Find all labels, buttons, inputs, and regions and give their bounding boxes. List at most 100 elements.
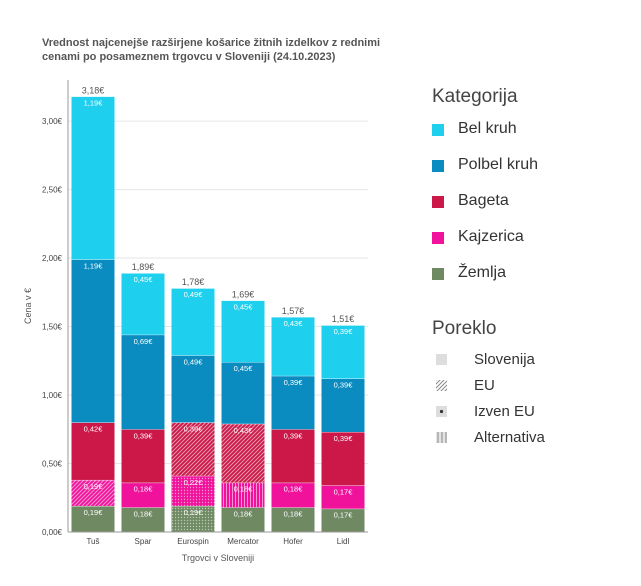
axes: 0,00€ 0,50€ 1,00€ 1,50€ 2,00€ 2,50€ 3,00€ Trgov…: [23, 80, 368, 563]
data-label: 0,39€: [334, 381, 354, 390]
data-label: 0,43€: [234, 426, 254, 435]
total-label: 3,18€: [82, 85, 105, 95]
data-label: 0,19€: [184, 508, 204, 517]
bar-segment: [271, 429, 315, 483]
data-label: 0,39€: [184, 424, 204, 433]
y-tick-label: 0,50€: [42, 460, 63, 469]
bar-segment: [121, 273, 165, 335]
data-label: 0,19€: [84, 482, 104, 491]
chart-title-line-2: cenami po posameznem trgovcu v Sloveniji…: [42, 51, 336, 63]
bar-segment: [121, 507, 165, 532]
bars: 0,19€ 0,19€ 0,42€ 1,19€ 1,19€ 3,18€ 0,18€ 0,18€…: [71, 85, 365, 532]
x-axis-title: Trgovci v Sloveniji: [182, 553, 254, 563]
x-tick-label: Eurospin: [177, 537, 209, 546]
data-label: 0,39€: [284, 378, 304, 387]
data-label: 0,18€: [284, 509, 304, 518]
chart-title: Vrednost najcenejše razširjene košarice …: [42, 36, 381, 64]
legend-pattern-swatch: [436, 406, 447, 417]
data-label: 0,17€: [334, 487, 354, 496]
legend-origin: Poreklo Slovenija EU Izven EU Alternativa: [432, 318, 545, 446]
bar-segment: [71, 505, 115, 532]
legend-label: Kajzerica: [458, 228, 524, 245]
legend-category-title: Kategorija: [432, 86, 518, 107]
bar-segment: [121, 429, 165, 483]
bar-segment: [221, 507, 265, 532]
y-tick-label: 2,00€: [42, 254, 63, 263]
legend-label: Slovenija: [474, 351, 535, 368]
data-label: 0,45€: [234, 303, 254, 312]
bar-segment: [321, 432, 365, 486]
bar-segment-pattern: [71, 479, 115, 506]
bar-segment: [171, 288, 215, 356]
data-label: 0,18€: [134, 509, 154, 518]
legend-pattern-swatch: [436, 432, 447, 443]
bar-segment-pattern: [171, 505, 215, 532]
bar-segment: [221, 362, 265, 424]
legend-swatch: [432, 196, 444, 208]
bar-segment: [271, 316, 315, 376]
data-label: 0,42€: [84, 424, 104, 433]
x-tick-label: Hofer: [283, 537, 303, 546]
grid: [68, 120, 368, 465]
legend-swatch: [432, 232, 444, 244]
bar-segment: [321, 325, 365, 379]
x-tick-label: Tuš: [86, 537, 99, 546]
legend-label: Izven EU: [474, 403, 535, 420]
bar-segment: [171, 355, 215, 423]
total-label: 1,89€: [132, 262, 155, 272]
y-tick-label: 2,50€: [42, 186, 63, 195]
legend-label: EU: [474, 377, 495, 394]
bar-segment-pattern: [171, 422, 215, 476]
bar-segment: [321, 508, 365, 532]
total-label: 1,51€: [332, 314, 355, 324]
data-label: 0,17€: [334, 511, 354, 520]
bar-segment: [321, 378, 365, 433]
bar-segment: [71, 96, 115, 260]
legend-label: Bel kruh: [458, 120, 517, 137]
data-label: 0,49€: [184, 357, 204, 366]
y-tick-label: 0,00€: [42, 528, 63, 537]
legend-swatch: [432, 124, 444, 136]
bar-segment: [221, 300, 265, 363]
data-label: 1,19€: [84, 261, 104, 270]
legend-swatch: [432, 160, 444, 172]
data-label: 0,22€: [184, 478, 204, 487]
bar-segment: [271, 507, 315, 532]
data-label: 0,49€: [184, 290, 204, 299]
legend-label: Alternativa: [474, 429, 545, 446]
legend-category: Kategorija Bel kruh Polbel kruh Bageta Kajz…: [432, 86, 538, 281]
legend-swatch: [432, 268, 444, 280]
legend-label: Žemlja: [458, 264, 507, 281]
legend-label: Bageta: [458, 192, 509, 209]
total-label: 1,69€: [232, 290, 255, 300]
bar-segment-pattern: [221, 482, 265, 508]
y-axis-title: Cena v €: [23, 288, 33, 324]
y-tick-label: 1,00€: [42, 391, 63, 400]
data-label: 0,45€: [134, 275, 154, 284]
data-label: 0,45€: [234, 364, 254, 373]
legend-pattern-swatch: [436, 354, 447, 365]
legend-origin-title: Poreklo: [432, 318, 497, 339]
data-label: 0,19€: [84, 508, 104, 517]
data-label: 0,39€: [284, 431, 304, 440]
chart-title-line-1: Vrednost najcenejše razširjene košarice …: [42, 37, 381, 49]
total-label: 1,78€: [182, 277, 205, 287]
x-tick-label: Spar: [135, 537, 152, 546]
bar-segment-pattern: [171, 475, 215, 506]
bar-segment: [71, 259, 115, 423]
bar-segment-pattern: [221, 423, 265, 483]
bar-segment: [271, 482, 315, 508]
bar-segment: [321, 485, 365, 509]
bar-segment: [71, 422, 115, 480]
data-label: 0,39€: [134, 431, 154, 440]
data-label: 0,18€: [134, 485, 154, 494]
y-tick-label: 3,00€: [42, 117, 63, 126]
data-label: 0,18€: [284, 485, 304, 494]
legend-label: Polbel kruh: [458, 156, 539, 173]
total-label: 1,57€: [282, 306, 305, 316]
bar-segment: [121, 482, 165, 508]
x-tick-label: Lidl: [337, 537, 350, 546]
bar-segment: [121, 334, 165, 430]
legend-pattern-swatch: [436, 380, 447, 391]
